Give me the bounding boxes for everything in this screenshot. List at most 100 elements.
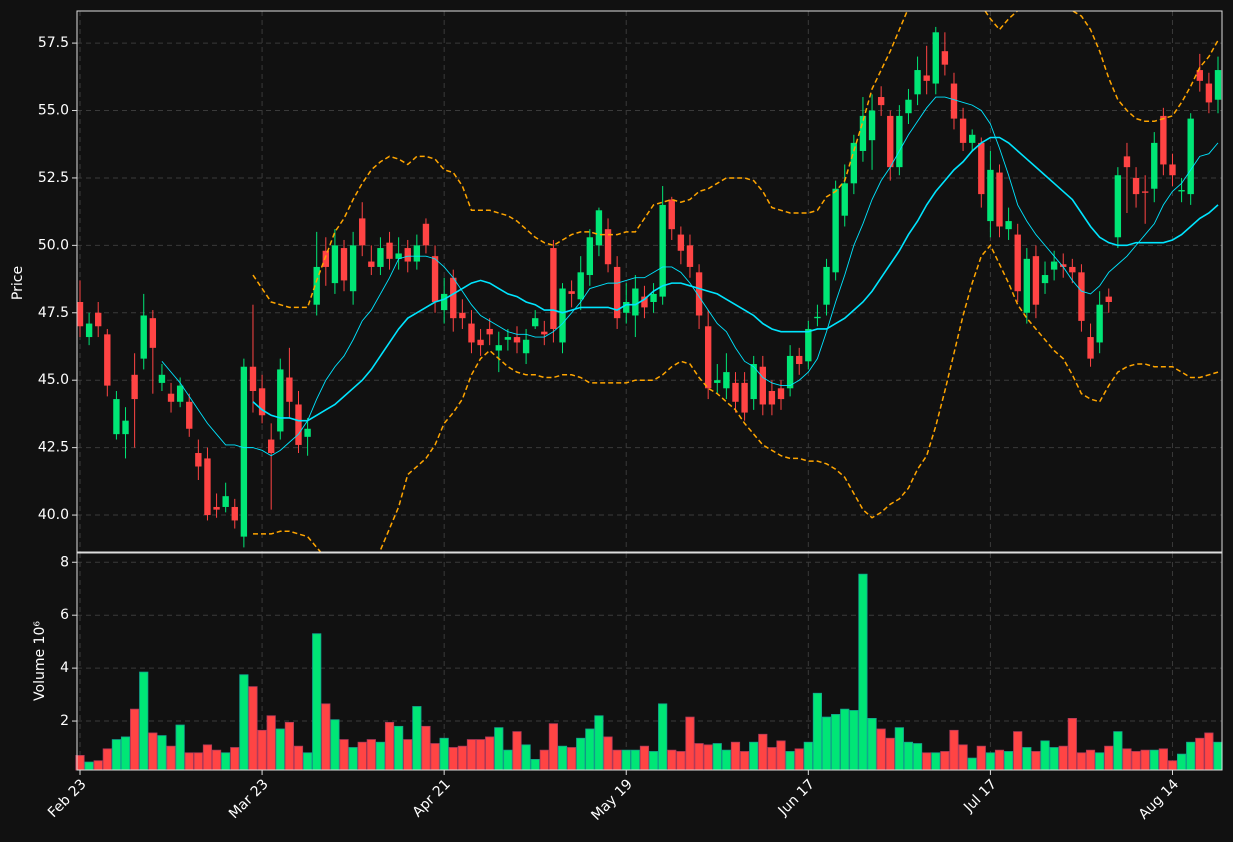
volume-bar [430, 743, 440, 771]
candle-body [1151, 142, 1158, 189]
candle-body [741, 382, 748, 413]
volume-bar [740, 751, 750, 771]
candle-body [905, 99, 912, 114]
candle-body [695, 272, 703, 316]
volume-bar [776, 740, 786, 771]
volume-bar [439, 737, 449, 771]
candle-body [714, 380, 721, 383]
volume-bar [603, 736, 613, 771]
volume-bar [120, 736, 131, 771]
volume-bar [321, 703, 331, 771]
y-tick-label: 50.0 [38, 237, 69, 253]
volume-bar [1204, 732, 1214, 771]
volume-bar [548, 723, 558, 771]
volume-bar [521, 744, 531, 771]
y-tick-label: 42.5 [38, 440, 69, 456]
candle-body [841, 183, 848, 216]
candle-body [659, 204, 666, 297]
volume-bar [667, 749, 677, 771]
volume-bar [1058, 745, 1068, 771]
volume-bar [1176, 753, 1187, 771]
y-tick-label: 55.0 [38, 103, 69, 119]
volume-bar [749, 741, 759, 771]
volume-axis-label: Volume 10⁶ [32, 621, 48, 701]
candle-body [768, 390, 776, 405]
candle-body [504, 337, 512, 340]
candle-body [286, 377, 293, 402]
candle-body [1096, 304, 1103, 343]
volume-bar [621, 749, 631, 771]
candle-body [359, 218, 366, 246]
volume-bar [330, 719, 340, 771]
volume-bar [93, 760, 103, 771]
volume-bar [940, 751, 950, 771]
candle-body [996, 172, 1003, 227]
volume-bar [594, 715, 604, 771]
candle-body [987, 169, 994, 222]
candle-body [959, 118, 967, 143]
candle-body [950, 83, 958, 119]
candle-body [1005, 221, 1012, 230]
volume-bar [102, 748, 112, 771]
candle-body [1069, 266, 1076, 273]
volume-bar [139, 671, 149, 771]
candle-body [322, 250, 329, 267]
volume-bar [494, 727, 504, 771]
candle-body [586, 237, 594, 276]
volume-bar [348, 747, 358, 771]
v-tick-label: 6 [60, 607, 69, 623]
volume-bar [994, 749, 1005, 771]
candle-body [1114, 175, 1122, 238]
candle-body [777, 388, 785, 400]
volume-bar [912, 743, 923, 771]
volume-panel [75, 573, 1223, 771]
candle-body [759, 366, 766, 405]
volume-bar [730, 741, 741, 771]
volume-bar [111, 739, 122, 771]
price-panel [77, 11, 1222, 552]
volume-bar [312, 633, 322, 771]
volume-bar [1095, 752, 1105, 771]
candle-body [532, 318, 539, 327]
volume-bar [448, 747, 458, 771]
candle-body [641, 296, 648, 308]
candle-body [395, 253, 402, 259]
candle-body [422, 223, 430, 246]
volume-bar [412, 706, 422, 771]
y-tick-label: 40.0 [38, 507, 69, 523]
volume-bar [357, 741, 367, 771]
volume-bar [794, 748, 804, 771]
candle-body [923, 75, 930, 81]
candle-body [450, 277, 457, 319]
y-tick-label: 52.5 [38, 170, 69, 186]
candle-body [249, 366, 257, 391]
candle-body [386, 242, 393, 259]
candle-body [796, 355, 803, 365]
candle-body [668, 199, 675, 230]
candle-body [104, 334, 111, 386]
candle-body [550, 248, 557, 329]
v-tick-label: 2 [60, 713, 69, 729]
candle-body [1123, 156, 1131, 168]
candle-body [340, 248, 348, 281]
candle-body [1060, 264, 1067, 267]
y-tick-label: 45.0 [38, 372, 69, 388]
volume-bar [485, 736, 495, 771]
candle-body [158, 374, 166, 383]
volume-bar [658, 703, 668, 771]
candle-body [1078, 272, 1085, 321]
candle-body [832, 188, 839, 273]
candle-body [85, 323, 93, 338]
candle-body [914, 70, 921, 95]
candle-body [595, 210, 603, 246]
y-tick-label: 57.5 [38, 35, 69, 51]
indicator-line [252, 11, 1219, 309]
volume-bar [931, 752, 941, 771]
candle-body [1105, 296, 1112, 302]
volume-bar [985, 752, 995, 771]
price-frame [76, 10, 1223, 553]
candle-body [850, 142, 858, 184]
candle-body [277, 369, 284, 432]
volume-bar [648, 751, 659, 771]
volume-bar [166, 745, 176, 771]
